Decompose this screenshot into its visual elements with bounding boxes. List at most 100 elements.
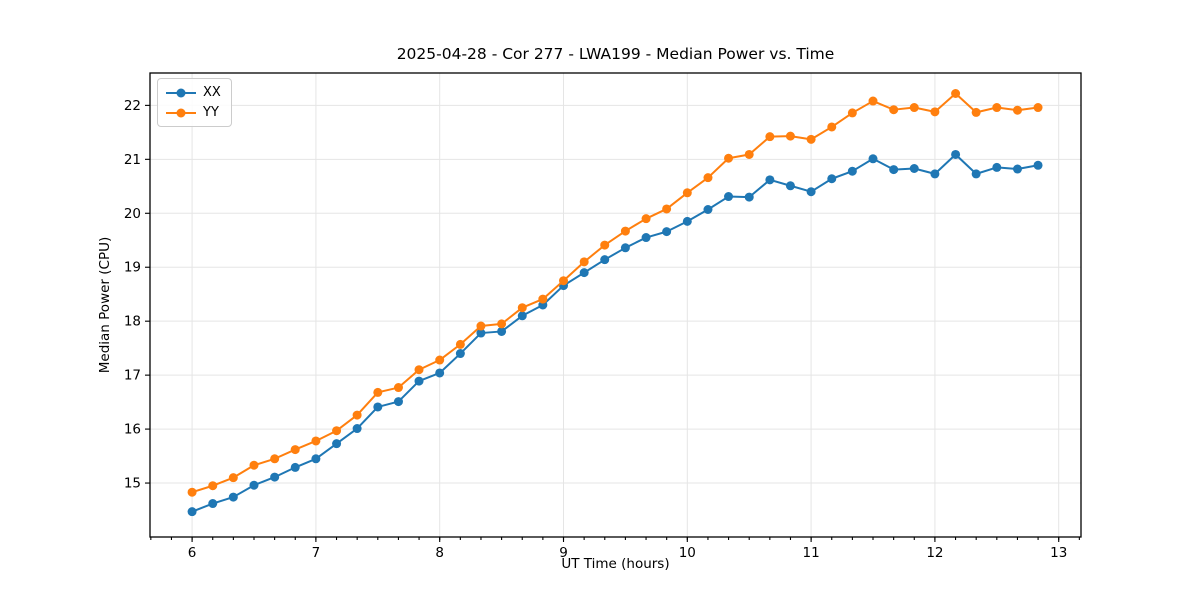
yy-data-point — [208, 481, 218, 491]
xx-data-point — [249, 480, 259, 490]
y-tick-label: 15 — [124, 476, 141, 492]
xx-data-point — [971, 169, 981, 179]
gridlines — [150, 73, 1081, 537]
yy-data-point — [889, 105, 899, 115]
yy-data-point — [909, 103, 919, 113]
yy-data-point — [1012, 105, 1022, 115]
xx-data-point — [600, 255, 610, 265]
x-tick-label: 13 — [1050, 545, 1067, 561]
x-axis-label: UT Time (hours) — [561, 556, 670, 572]
xx-data-point — [827, 174, 837, 184]
xx-data-point — [662, 227, 672, 237]
yy-data-point — [971, 107, 981, 117]
xx-data-point — [290, 462, 300, 472]
yy-data-point — [249, 460, 259, 470]
x-tick-label: 11 — [803, 545, 820, 561]
xx-data-point — [1033, 160, 1043, 170]
xx-data-point — [868, 154, 878, 164]
yy-data-point — [455, 339, 465, 349]
xx-data-point — [476, 328, 486, 338]
xx-data-point — [909, 164, 919, 173]
xx-data-point — [208, 499, 218, 509]
yy-data-point — [724, 153, 734, 163]
yy-data-point — [559, 276, 568, 286]
xx-data-point — [765, 175, 775, 185]
xx-data-point — [951, 149, 961, 159]
y-tick-label: 18 — [124, 314, 141, 330]
yy-data-point — [600, 240, 610, 250]
x-tick-label: 9 — [559, 545, 568, 561]
y-tick-label: 21 — [124, 152, 141, 168]
yy-data-point — [187, 487, 197, 497]
legend-item-xx: XX — [166, 84, 221, 101]
xx-data-point — [352, 424, 362, 434]
yy-data-point — [951, 89, 961, 98]
y-tick-label: 19 — [124, 260, 141, 276]
tick-labels: 6 7 8 9 10 11 12 13 15 16 17 18 19 20 21 22 — [124, 98, 1067, 561]
xx-data-point — [435, 368, 445, 378]
xx-data-point — [187, 507, 197, 517]
yy-data-point — [373, 387, 383, 397]
xx-data-point — [724, 192, 734, 202]
xx-data-point — [1012, 164, 1022, 174]
xx-data-point — [228, 492, 238, 502]
series-xx — [187, 149, 1043, 517]
yy-data-point — [703, 173, 713, 183]
yy-data-point — [992, 103, 1002, 113]
xx-data-point — [889, 165, 899, 175]
yy-data-point — [682, 188, 692, 198]
yy-data-point — [641, 214, 651, 224]
yy-data-point — [352, 410, 362, 420]
yy-data-point — [517, 303, 527, 313]
y-axis-label: Median Power (CPU) — [97, 236, 113, 374]
yy-data-point — [332, 426, 342, 436]
xx-data-point — [393, 397, 403, 407]
x-tick-label: 12 — [926, 545, 943, 561]
xx-data-point — [497, 326, 507, 336]
xx-data-point — [414, 376, 424, 386]
y-tick-label: 22 — [124, 98, 141, 114]
legend: XX YY — [157, 78, 232, 127]
xx-data-point — [930, 169, 940, 179]
xx-data-point — [332, 439, 342, 449]
xx-data-point — [620, 243, 630, 253]
yy-data-point — [785, 131, 795, 141]
series-yy — [187, 89, 1043, 497]
yy-data-point — [847, 108, 857, 118]
x-tick-label: 8 — [435, 545, 444, 561]
yy-data-point — [435, 355, 445, 365]
yy-data-point — [270, 454, 280, 464]
yy-data-point — [744, 149, 754, 159]
yy-data-point — [228, 473, 238, 483]
xx-data-point — [311, 454, 321, 464]
yy-line — [191, 92, 1040, 494]
yy-data-point — [827, 122, 837, 132]
xx-line-marker-icon — [166, 88, 196, 98]
yy-data-point — [806, 134, 816, 144]
yy-data-point — [476, 321, 486, 331]
x-tick-label: 6 — [188, 545, 197, 561]
xx-data-point — [270, 472, 280, 482]
legend-label-xx: XX — [203, 85, 221, 100]
x-tick-label: 10 — [679, 545, 696, 561]
xx-data-point — [455, 349, 465, 359]
xx-data-point — [517, 311, 527, 321]
xx-data-point — [785, 181, 795, 191]
yy-data-point — [662, 204, 672, 214]
xx-data-point — [579, 268, 589, 278]
y-tick-label: 20 — [124, 206, 141, 222]
yy-data-point — [414, 365, 424, 375]
yy-data-point — [311, 436, 321, 446]
yy-data-point — [765, 132, 775, 142]
yy-data-point — [290, 445, 300, 455]
yy-data-point — [497, 319, 507, 329]
plot-border — [149, 72, 1082, 538]
yy-data-point — [868, 96, 878, 106]
yy-data-point — [930, 107, 940, 117]
xx-data-point — [682, 216, 692, 226]
xx-data-point — [703, 205, 713, 214]
xx-data-point — [992, 162, 1002, 172]
yy-data-point — [393, 383, 403, 393]
